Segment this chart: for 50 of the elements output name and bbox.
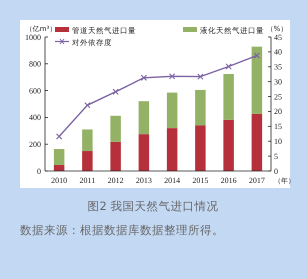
bar	[252, 114, 262, 171]
bar	[110, 116, 121, 142]
point	[140, 74, 148, 81]
x-tick-label: 2011	[80, 176, 96, 185]
y2-tick-label: 45	[274, 32, 282, 42]
y-tick-label: 800	[29, 60, 41, 69]
y2-tick-label: 35	[274, 62, 282, 72]
bar	[110, 142, 121, 171]
y2-tick-label: 5	[274, 152, 278, 161]
source-note: 数据来源：根据数据库数据整理所得。	[20, 223, 224, 237]
bar	[82, 129, 93, 152]
point	[112, 88, 119, 95]
x-tick-label: 2016	[220, 176, 237, 185]
y2-tick-label: 10	[274, 137, 282, 146]
y-tick-label: 200	[29, 140, 41, 149]
bar	[138, 101, 150, 134]
bar	[166, 128, 178, 171]
x-tick-label: 2012	[108, 176, 124, 185]
point	[225, 63, 232, 70]
y-tick-label: 0	[37, 166, 41, 176]
bar	[54, 149, 64, 165]
point	[197, 73, 204, 80]
point	[56, 133, 62, 140]
point	[84, 102, 91, 108]
y2-tick-label: 0	[274, 166, 278, 176]
bar	[166, 92, 178, 128]
y2-tick-label: 25	[274, 92, 282, 102]
y2-tick-label: 30	[274, 77, 282, 86]
y2-tick-label: 15	[274, 122, 282, 132]
text: 图2 我国天然气进口情况	[88, 199, 218, 213]
y2-tick-label: 20	[274, 107, 282, 116]
bar	[195, 125, 206, 171]
y2-tick-label: 40	[274, 48, 282, 57]
x-tick-label: 2015	[192, 176, 208, 185]
y-tick-label: 400	[29, 113, 41, 122]
point	[168, 73, 176, 80]
y-tick-label: 600	[29, 86, 41, 96]
y-tick-label: 1000	[25, 32, 41, 42]
bar	[82, 151, 93, 171]
bar	[223, 120, 234, 171]
point	[254, 52, 260, 59]
bar	[54, 164, 64, 171]
x-tick-label: 2017	[248, 176, 265, 185]
x-tick-label: 2013	[136, 176, 152, 185]
bar	[252, 46, 262, 114]
x-tick-label: 2010	[51, 176, 68, 185]
bar	[138, 134, 150, 171]
x-tick-label: 2014	[164, 176, 180, 185]
bar	[223, 74, 234, 120]
bar	[195, 90, 206, 126]
